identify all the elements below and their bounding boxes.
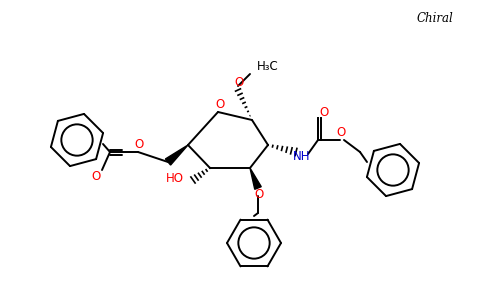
Text: O: O: [91, 169, 101, 182]
Text: O: O: [135, 139, 144, 152]
Text: O: O: [255, 188, 264, 202]
Text: O: O: [336, 127, 346, 140]
Text: O: O: [215, 98, 225, 112]
Polygon shape: [250, 168, 261, 189]
Text: NH: NH: [293, 151, 311, 164]
Text: HO: HO: [166, 172, 184, 185]
Text: H₃C: H₃C: [257, 59, 279, 73]
Text: O: O: [234, 76, 243, 88]
Text: O: O: [319, 106, 329, 118]
Text: Chiral: Chiral: [417, 11, 454, 25]
Polygon shape: [166, 145, 188, 165]
